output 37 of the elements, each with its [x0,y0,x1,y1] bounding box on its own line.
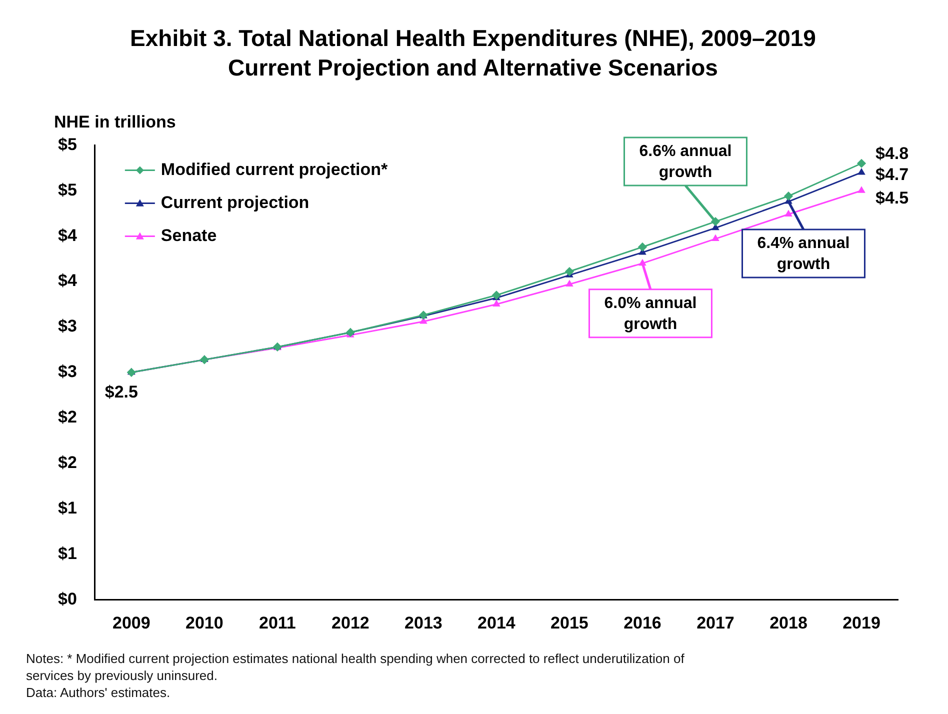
y-tick-label: $2 [58,408,77,427]
x-tick-label: 2013 [404,613,442,632]
chart-title: Exhibit 3. Total National Health Expenditures (NHE), 2009–2019 [130,25,816,52]
y-tick-label: $2 [58,452,77,472]
x-tick-label: 2009 [112,613,150,632]
y-tick-label: $5 [58,134,77,154]
data-label: $4.7 [875,165,909,184]
y-tick-label: $4 [58,271,78,290]
x-tick-label: 2018 [770,613,808,632]
annotation: 6.4% annual growth [757,234,850,273]
data-label: $4.5 [875,188,909,208]
x-tick-label: 2011 [258,613,296,632]
legend-label: Modified current projection* [160,160,388,179]
x-tick-label: 2016 [624,613,662,632]
y-tick-label: $1 [58,498,77,518]
x-tick-label: 2017 [696,613,734,632]
data-label: $2.5 [104,382,138,402]
y-tick-label: $4 [58,226,78,245]
legend-label: Senate [160,226,217,245]
x-tick-label: 2014 [478,613,516,632]
x-tick-label: 2019 [842,613,880,632]
y-tick-label: $3 [58,316,77,336]
y-axis-title: NHE in trillions [54,112,176,132]
legend-label: Current projection [160,192,310,212]
x-tick-label: 2015 [550,613,588,632]
chart-subtitle: Current Projection and Alternative Scenarios [228,54,718,81]
text: Notes: * Modified current projection estimates national health spending when corrected to reflect underutilization of services by previously uninsured. [26,650,686,684]
y-tick-label: $5 [58,180,77,200]
data-label: $4.8 [875,144,909,164]
x-tick-label: 2010 [186,613,224,632]
y-tick-label: $0 [58,589,77,608]
y-tick-label: $3 [58,362,77,382]
y-tick-label: $1 [58,544,77,563]
annotation: 6.0% annual growth [604,294,697,333]
text: Data: Authors' estimates. [26,684,172,701]
x-tick-label: 2012 [332,613,370,632]
annotation: 6.6% annual growth [639,142,732,181]
